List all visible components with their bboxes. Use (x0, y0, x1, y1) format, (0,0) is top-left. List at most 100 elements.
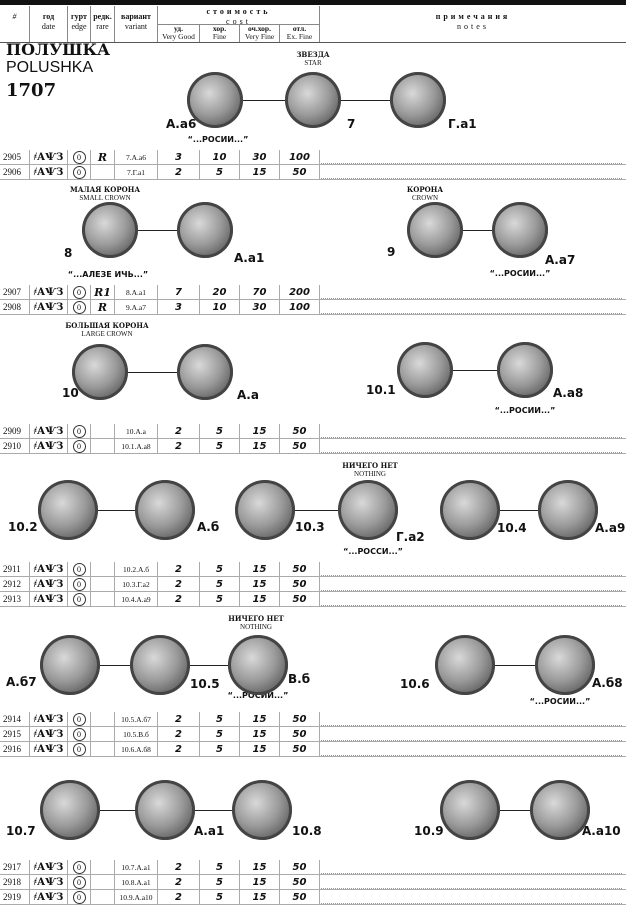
coin (435, 635, 495, 695)
cell: 0 (68, 150, 91, 165)
date: ҂АѰЗ (33, 594, 64, 605)
price: 15 (252, 729, 267, 740)
price: 3 (175, 302, 182, 313)
date: ҂АѰЗ (33, 441, 64, 452)
cell: 50 (280, 592, 320, 607)
connector (98, 510, 138, 511)
date: ҂АѰЗ (33, 744, 64, 755)
price: 50 (292, 167, 307, 178)
price: 10 (212, 152, 227, 163)
date: ҂АѰЗ (33, 426, 64, 437)
row-number: 2915 (3, 729, 21, 739)
date: ҂АѰЗ (33, 729, 64, 740)
date: ҂АѰЗ (33, 862, 64, 873)
cell (91, 860, 115, 875)
cell (91, 875, 115, 890)
table-row: 2910 ҂АѰЗ 0 10.1.А.а8 2 5 15 50 (0, 439, 626, 454)
grade-en: Fine (212, 32, 227, 41)
cell: 2919 (0, 890, 30, 905)
cell: 5 (200, 742, 240, 757)
price: 15 (252, 167, 267, 178)
grade-ru: оч.хор. (248, 24, 271, 33)
cell: 50 (280, 727, 320, 742)
legend-note: “...РОСИИ...” (489, 269, 551, 278)
caption-en: STAR (304, 59, 322, 67)
variant: 10.3.Г.а2 (122, 580, 150, 589)
price: 20 (212, 287, 227, 298)
cell: 50 (280, 712, 320, 727)
col-rarity: редк. rare (91, 6, 115, 42)
legend-note: “...РОСИИ...” (227, 691, 289, 700)
price: 15 (252, 441, 267, 452)
row-number: 2911 (3, 564, 21, 574)
cell: 50 (280, 742, 320, 757)
date: ҂АѰЗ (33, 579, 64, 590)
cell: 0 (68, 727, 91, 742)
cell: ҂АѰЗ (30, 300, 68, 315)
cell: ҂АѰЗ (30, 742, 68, 757)
price: 15 (252, 892, 267, 903)
coin (440, 480, 500, 540)
caption: МАЛАЯ КОРОНА (69, 185, 141, 194)
cell (91, 165, 115, 180)
legend-note: “...РОССИ...” (343, 547, 403, 556)
cell: 2 (158, 424, 200, 439)
cell: 2 (158, 712, 200, 727)
cell: 15 (240, 562, 280, 577)
price: 5 (216, 564, 223, 575)
row-number: 2908 (3, 302, 21, 312)
cell: 9.А.а7 (115, 300, 158, 315)
cell: 7 (158, 285, 200, 300)
coin-label: А.а6 (166, 117, 197, 131)
cell: 10.3.Г.а2 (115, 577, 158, 592)
cell (91, 592, 115, 607)
col-date: год date (30, 6, 68, 42)
cell (91, 890, 115, 905)
cell: 50 (280, 165, 320, 180)
cell: 0 (68, 875, 91, 890)
edge: 0 (72, 876, 86, 889)
table-row: 2915 ҂АѰЗ 0 10.5.В.б 2 5 15 50 (0, 727, 626, 742)
price: 15 (252, 426, 267, 437)
cell: 15 (240, 712, 280, 727)
coin-label: 10.4 (497, 521, 527, 535)
cell: 50 (280, 439, 320, 454)
row-number: 2918 (3, 877, 21, 887)
cell: 5 (200, 860, 240, 875)
notes-line (321, 590, 622, 591)
coin (390, 72, 446, 128)
edge: 0 (72, 286, 86, 299)
notes-line (321, 755, 622, 756)
cell: 5 (200, 439, 240, 454)
date: ҂АѰЗ (33, 892, 64, 903)
cell: 2909 (0, 424, 30, 439)
caption-en: NOTHING (354, 470, 386, 478)
notes-line (321, 888, 622, 889)
price: 50 (292, 594, 307, 605)
cell: 2 (158, 742, 200, 757)
edge: 0 (72, 151, 86, 164)
cell: 0 (68, 592, 91, 607)
col-en: variant (124, 22, 148, 31)
cell: 10.5.В.б (115, 727, 158, 742)
cell: 30 (240, 300, 280, 315)
cell: 10 (200, 300, 240, 315)
edge: 0 (72, 593, 86, 606)
coin (187, 72, 243, 128)
price: 2 (175, 594, 182, 605)
price: 10 (212, 302, 227, 313)
cell: 5 (200, 577, 240, 592)
cell: 3 (158, 150, 200, 165)
cell: 2 (158, 875, 200, 890)
col-variant: вариант variant (115, 6, 158, 42)
cell: 0 (68, 860, 91, 875)
cell: 0 (68, 562, 91, 577)
date: ҂АѰЗ (33, 167, 64, 178)
coin (232, 780, 292, 840)
col-en: date (41, 22, 56, 31)
cell: 2912 (0, 577, 30, 592)
rarity: R1 (94, 286, 111, 299)
cell (91, 712, 115, 727)
edge: 0 (72, 440, 86, 453)
row-number: 2910 (3, 441, 21, 451)
